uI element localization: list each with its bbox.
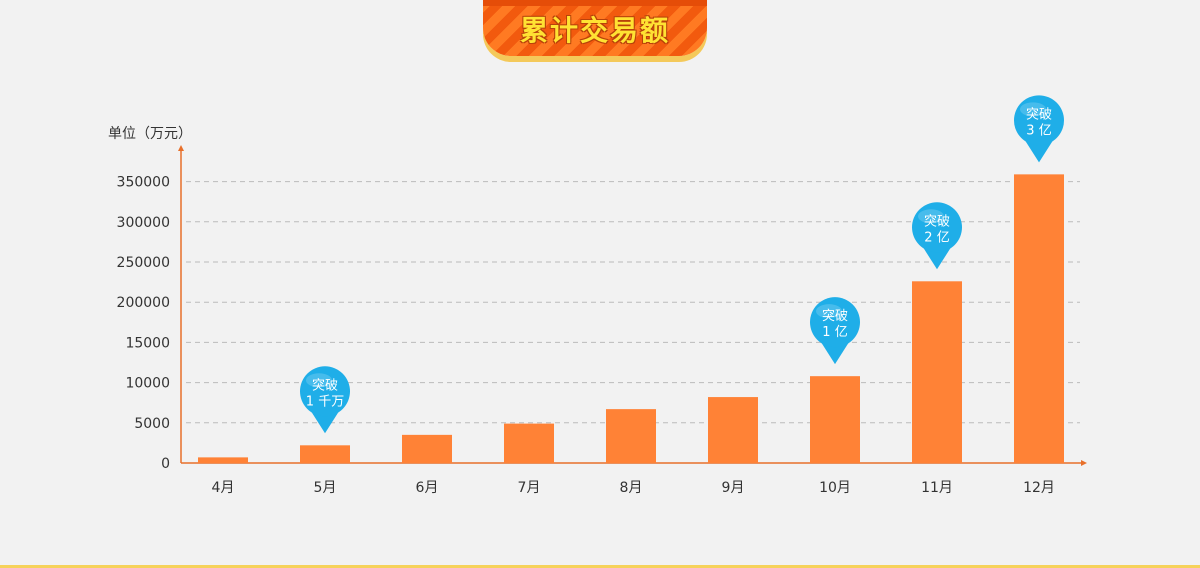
pin-label: 2 亿 [924,230,949,245]
milestone-pin: 突破1 亿 [810,297,860,365]
pin-label: 突破 [1026,106,1052,122]
y-tick-label: 10000 [125,376,170,392]
milestone-pin: 突破3 亿 [1014,95,1064,163]
pin-highlight [1020,102,1046,117]
x-tick-label: 6月 [416,480,439,496]
x-tick-label: 9月 [722,480,745,496]
x-tick-label: 8月 [620,480,643,496]
y-tick-label: 350000 [117,175,170,191]
y-axis-unit-label: 单位（万元） [108,126,192,142]
bar [708,397,758,463]
bar [606,409,656,463]
pin-circle [912,202,962,253]
x-tick-label: 5月 [314,480,337,496]
y-tick-label: 5000 [134,416,170,432]
bar [810,376,860,463]
pin-highlight [918,209,944,224]
x-tick-label: 12月 [1023,480,1055,496]
pin-label: 突破 [822,308,848,324]
bar [912,281,962,463]
y-tick-label: 250000 [117,255,170,271]
bar [1014,174,1064,463]
pin-highlight [306,373,332,388]
x-tick-label: 7月 [518,480,541,496]
title-badge: 累计交易额 [483,0,707,56]
bars [198,174,1064,463]
pin-pointer [821,342,849,365]
pin-label: 突破 [924,213,950,229]
bottom-divider [0,565,1200,568]
bar [300,445,350,463]
pin-circle [810,297,860,348]
y-tick-label: 0 [161,456,170,472]
pin-label: 1 亿 [822,325,847,340]
y-tick-label: 200000 [117,295,170,311]
bar [198,457,248,463]
y-axis-arrow-icon [178,145,184,151]
x-tick-label: 4月 [212,480,235,496]
x-tick-label: 11月 [921,480,953,496]
pin-label: 3 亿 [1026,123,1051,138]
pin-label: 1 千万 [306,394,344,409]
pin-pointer [311,411,339,434]
bar [402,434,452,463]
x-axis-arrow-icon [1081,460,1087,466]
pin-circle [1014,95,1064,146]
y-tick-label: 300000 [117,215,170,231]
y-tick-label: 15000 [125,335,170,351]
pin-label: 突破 [312,377,338,393]
pin-circle [300,366,350,417]
chart-title: 累计交易额 [519,14,670,47]
milestone-pin: 突破2 亿 [912,202,962,270]
bar [504,423,554,463]
pin-highlight [816,304,842,319]
milestone-pin: 突破1 千万 [300,366,350,434]
pin-pointer [923,247,951,270]
x-tick-label: 10月 [819,480,851,496]
tick-labels: 0 5000 10000 15000 200000 250000 300000 350000 单… [108,126,1055,496]
pin-pointer [1025,140,1053,163]
